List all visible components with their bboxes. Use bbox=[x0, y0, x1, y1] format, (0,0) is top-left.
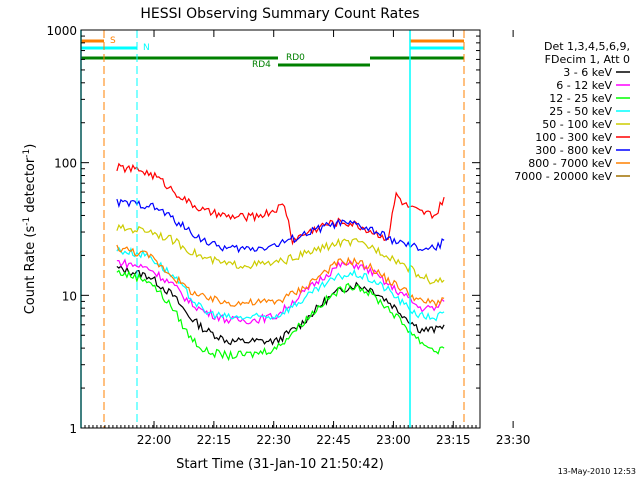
y-tick-label: 10 bbox=[62, 289, 77, 303]
x-tick-label: 22:45 bbox=[316, 433, 351, 447]
legend-header-line: Det 1,3,4,5,6,9, bbox=[544, 40, 630, 53]
y-axis-label-sup-2: -1 bbox=[22, 149, 32, 158]
flag-label-rd0: RD0 bbox=[286, 53, 305, 63]
series-line bbox=[116, 244, 445, 308]
series-line bbox=[116, 162, 445, 246]
legend-entry-label: 300 - 800 keV bbox=[535, 144, 612, 157]
y-tick-label: 1 bbox=[69, 422, 77, 436]
series-line bbox=[116, 269, 445, 362]
x-tick-label: 23:15 bbox=[436, 433, 471, 447]
legend-entry-label: 25 - 50 keV bbox=[549, 105, 612, 118]
x-tick-label: 23:30 bbox=[496, 433, 531, 447]
y-axis-label-part-2: detector bbox=[23, 157, 38, 217]
legend-entry-label: 50 - 100 keV bbox=[542, 118, 612, 131]
legend-entry-label: 12 - 25 keV bbox=[549, 92, 612, 105]
legend: Det 1,3,4,5,6,9,FDecim 1, Att 03 - 6 keV… bbox=[514, 40, 630, 183]
x-tick-label: 22:30 bbox=[256, 433, 291, 447]
legend-header-line: FDecim 1, Att 0 bbox=[545, 53, 630, 66]
y-axis-label-part-1: Count Rate (s bbox=[23, 226, 38, 315]
y-axis-ticks: 1 10 100 1000 bbox=[46, 24, 480, 436]
y-axis-label: Count Rate (s-1 detector-1) bbox=[22, 144, 38, 315]
y-axis-label-sup-1: -1 bbox=[22, 217, 32, 226]
series-line bbox=[116, 265, 445, 346]
legend-entry-label: 800 - 7000 keV bbox=[528, 157, 612, 170]
series-layer bbox=[116, 162, 445, 362]
x-tick-label: 22:00 bbox=[137, 433, 172, 447]
x-tick-label: 23:00 bbox=[376, 433, 411, 447]
legend-entry-label: 3 - 6 keV bbox=[563, 66, 612, 79]
footer-timestamp: 13-May-2010 12:53 bbox=[558, 467, 636, 476]
x-tick-label: 22:15 bbox=[197, 433, 232, 447]
chart-title: HESSI Observing Summary Count Rates bbox=[140, 6, 419, 22]
flags-layer: S N RD0 RD4 bbox=[81, 36, 464, 70]
legend-entry-label: 7000 - 20000 keV bbox=[514, 170, 612, 183]
series-line bbox=[116, 223, 445, 285]
y-tick-label: 100 bbox=[54, 157, 77, 171]
series-line bbox=[116, 198, 445, 254]
flag-label-s: S bbox=[110, 36, 116, 46]
legend-entry-label: 100 - 300 keV bbox=[535, 131, 612, 144]
y-tick-label: 1000 bbox=[46, 24, 77, 38]
flag-label-n: N bbox=[143, 43, 150, 53]
x-axis-label: Start Time (31-Jan-10 21:50:42) bbox=[176, 457, 384, 472]
legend-entry-label: 6 - 12 keV bbox=[556, 79, 612, 92]
y-axis-label-part-3: ) bbox=[23, 144, 38, 149]
flag-label-rd4: RD4 bbox=[252, 60, 271, 70]
